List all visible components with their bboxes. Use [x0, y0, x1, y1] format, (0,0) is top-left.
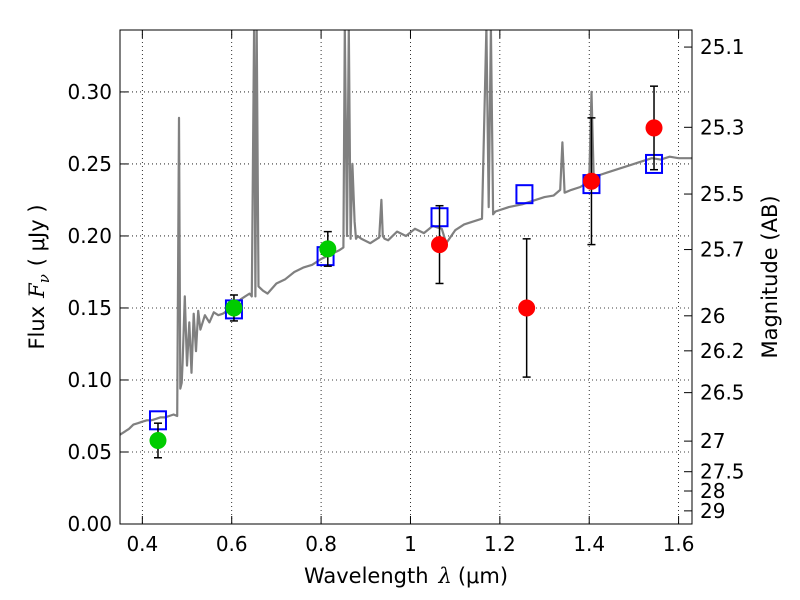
plot-area	[120, 30, 692, 459]
right-tick-label: 27	[700, 429, 725, 453]
y-axis-title-units: ( μJy )	[25, 204, 49, 266]
y-tick-label: 0.10	[67, 368, 112, 392]
right-tick-label: 26	[700, 304, 725, 328]
nir-data-point	[645, 119, 663, 137]
y-axis-title-prefix: Flux	[25, 306, 49, 350]
right-tick-label: 25.7	[700, 238, 745, 262]
y-axis-title-subscript: ν	[35, 274, 53, 283]
y-axis-title-symbol: F	[25, 282, 49, 299]
y-tick-label: 0.30	[67, 80, 112, 104]
x-axis-title-symbol: λ	[438, 564, 452, 588]
right-tick-label: 27.5	[700, 460, 745, 484]
x-axis-title-prefix: Wavelength	[304, 564, 429, 588]
right-axis-title: Magnitude (AB)	[758, 195, 782, 358]
nir-data-point	[582, 172, 600, 190]
x-tick-label: 1.2	[484, 532, 516, 556]
x-tick-label: 1	[404, 532, 417, 556]
x-tick-label: 1.4	[573, 532, 605, 556]
optical-data-point	[225, 299, 243, 317]
right-tick-label: 29	[700, 499, 725, 523]
optical-data-point	[149, 431, 167, 449]
y-tick-label: 0.15	[67, 296, 112, 320]
right-tick-label: 26.5	[700, 381, 745, 405]
right-tick-label: 26.2	[700, 339, 745, 363]
right-tick-label: 25.5	[700, 182, 745, 206]
y-tick-label: 0.05	[67, 440, 112, 464]
y-tick-label: 0.25	[67, 152, 112, 176]
y-axis-title: Flux Fν ( μJy )	[25, 204, 53, 349]
x-tick-label: 1.6	[663, 532, 695, 556]
nir-data-point	[518, 299, 536, 317]
spectrum-line	[120, 30, 692, 436]
x-tick-label: 0.4	[126, 532, 158, 556]
x-tick-label: 0.8	[305, 532, 337, 556]
x-tick-label: 0.6	[216, 532, 248, 556]
y-tick-label: 0.00	[67, 512, 112, 536]
x-axis-title: Wavelength λ (μm)	[304, 564, 508, 588]
axis-ticks: 0.4 0.6 0.8 1 1.2 1.4 1.6 0.00 0.05 0.10 0.15 0.20 0…	[67, 30, 745, 556]
right-tick-label: 25.3	[700, 115, 745, 139]
grid	[120, 30, 692, 525]
x-axis-title-units: (μm)	[458, 564, 508, 588]
y-tick-label: 0.20	[67, 224, 112, 248]
nir-data-point	[431, 236, 449, 254]
right-tick-label: 28	[700, 479, 725, 503]
right-tick-label: 25.1	[700, 35, 745, 59]
optical-data-point	[319, 240, 337, 258]
model-square-marker	[515, 184, 534, 205]
plot-frame	[119, 29, 693, 525]
